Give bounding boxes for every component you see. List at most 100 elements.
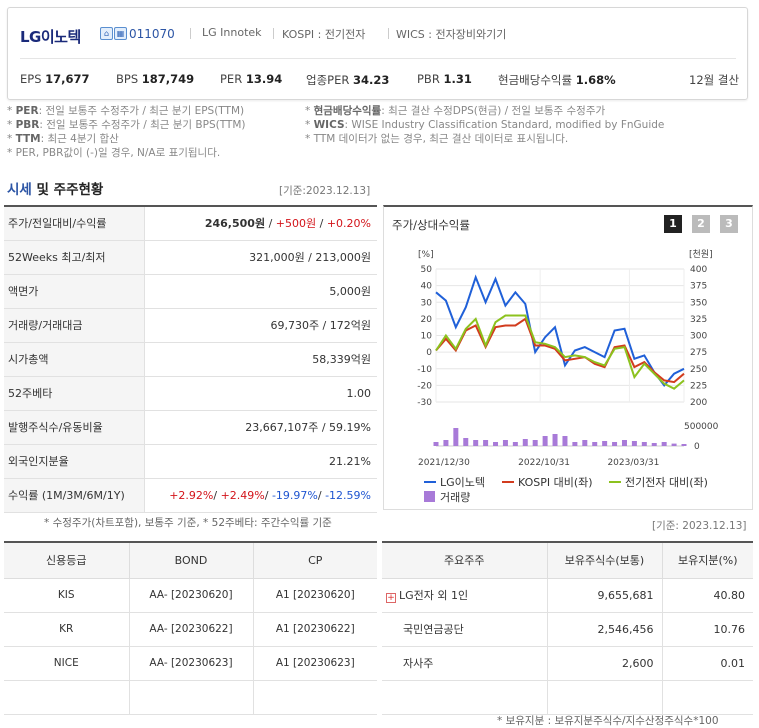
volume-bar [562,436,568,446]
stock-chart: 50 40 30 20 10 0 -10 -20 -30 400 375 350 325 300 275 2… [417,249,718,504]
price-value: 246,500원 / +500원 / +0.20% [144,206,377,241]
right-tick-label: 225 [690,381,707,391]
volume-bar [522,439,528,446]
notes-left: * PER: 전일 보통주 수정주가 / 최근 분기 EPS(TTM) * PB… [7,104,246,160]
stat-dividend-yield: 현금배당수익률 1.68% [498,73,616,87]
divider [190,28,191,39]
expand-icon[interactable]: + [386,593,396,603]
chart-title: 주가/상대수익률 [392,218,470,232]
table-row: 52주베타 1.00 [4,376,377,411]
legend-kospi: KOSPI 대비(좌) [518,476,593,489]
chart-panel: 주가/상대수익률 1 2 3 50 40 30 20 10 0 -10 -20 -30 400 3… [383,205,753,510]
volume-bar [602,441,608,446]
volume-bar [463,438,469,446]
row-label: 주가/전일대비/수익률 [4,206,145,241]
volume-bar [582,440,588,446]
legend-sector: 전기전자 대비(좌) [625,476,708,489]
row-label: 52주베타 [4,376,145,411]
table-row: 거래량/거래대금 69,730주 / 172억원 [4,308,377,343]
volume-bar [651,443,657,446]
left-tick-label: -10 [417,365,432,375]
table-row: 52Weeks 최고/최저 321,000원 / 213,000원 [4,240,377,275]
row-label: 52Weeks 최고/최저 [4,240,145,275]
section-date: [기준:2023.12.13] [279,185,371,197]
row-label: 거래량/거래대금 [4,308,145,343]
home-icon[interactable]: ⌂ [100,27,113,40]
holders-footnote: * 보유지분 : 보유지분주식수/지수산정주식수*100 [497,715,719,727]
cell [547,680,663,715]
cell: 10.76 [662,612,753,647]
volume-bar [532,440,538,446]
volume-bar [621,440,627,446]
right-tick-label: 300 [690,332,707,342]
chart-page-2-button[interactable]: 2 [692,215,710,233]
divider [388,28,389,39]
company-header: LG이노텍 ⌂ ▦ 011070 LG Innotek KOSPI : 전기전자… [7,7,748,100]
volume-bar [592,442,598,446]
table-row: + LG전자 외 1인 9,655,681 40.80 [382,578,753,613]
stat-sector-per: 업종PER 34.23 [306,73,390,87]
row-label: 외국인지분율 [4,444,145,479]
volume-bar [493,442,499,446]
left-unit: [%] [418,250,434,260]
note-line: * PBR: 전일 보통주 수정주가 / 최근 분기 BPS(TTM) [7,119,246,131]
holders-date: [기준: 2023.12.13] [652,520,747,532]
divider [20,58,736,59]
table-row [4,680,377,715]
table-footnote: * 수정주가(차트포함), 보통주 기준, * 52주베타: 주간수익률 기준 [44,517,332,529]
table-header-row: 주요주주 보유주식수(보통) 보유지분(%) [382,542,753,579]
table-row: 수익률 (1M/3M/6M/1Y) +2.92%/ +2.49%/ -19.97… [4,478,377,513]
x-tick-label: 2023/03/31 [607,458,659,468]
eng-name: LG Innotek [202,26,262,39]
series-line-0 [435,274,685,388]
shareholders-table: 주요주주 보유주식수(보통) 보유지분(%) + LG전자 외 1인 9,655,… [382,541,753,715]
right-tick-label: 275 [690,348,707,358]
cell: NICE [4,646,130,681]
legend-stock: LG이노텍 [440,476,485,489]
right-tick-label: 325 [690,315,707,325]
cell: A1 [20230622] [253,612,377,647]
row-value: 1.00 [144,376,377,411]
left-tick-label: 10 [421,332,433,342]
x-axis: 2021/12/30 2022/10/31 2023/03/31 [418,458,659,468]
volume-bar [502,440,508,446]
column-header: 신용등급 [4,542,130,579]
note-line: * PER: 전일 보통주 수정주가 / 최근 분기 EPS(TTM) [7,105,245,117]
cell: 2,546,456 [547,612,663,647]
cell: 0.01 [662,646,753,681]
stat-per: PER 13.94 [220,72,283,86]
building-icon[interactable]: ▦ [114,27,127,40]
chart-page-3-button[interactable]: 3 [720,215,738,233]
credit-rating-table: 신용등급 BOND CP KIS AA- [20230620] A1 [202306… [4,541,377,715]
row-value: 21.21% [144,444,377,479]
note-line: * PER, PBR값이 (-)일 경우, N/A로 표기됩니다. [7,147,221,159]
row-value: 69,730주 / 172억원 [144,308,377,343]
cell: AA- [20230622] [129,612,254,647]
note-line: * TTM: 최근 4분기 합산 [7,133,119,145]
row-label: 시가총액 [4,342,145,377]
cell [662,680,753,715]
holder-name[interactable]: + LG전자 외 1인 [382,578,548,613]
volume-bar [661,442,667,446]
table-row: 자사주 2,600 0.01 [382,646,753,681]
chart-page-1-button[interactable]: 1 [664,215,682,233]
fiscal-month: 12월 결산 [689,73,740,87]
cell [129,680,254,715]
cell: KIS [4,578,130,613]
cell [4,680,130,715]
volume-bar [631,441,637,446]
cell: 40.80 [662,578,753,613]
volume-bar [453,428,459,446]
market-summary-table: 주가/전일대비/수익률 246,500원 / +500원 / +0.20% 52… [4,205,377,513]
left-tick-label: 40 [421,282,433,292]
divider [273,28,274,39]
left-tick-label: 50 [421,265,433,275]
cell: 2,600 [547,646,663,681]
volume-zero: 0 [694,442,700,452]
note-line: * TTM 데이터가 없는 경우, 최근 결산 데이터로 표시됩니다. [305,133,569,145]
right-tick-label: 200 [690,398,707,408]
volume-bar [552,434,558,446]
volume-bar [671,443,677,446]
volume-bar [443,440,449,446]
table-header-row: 신용등급 BOND CP [4,542,377,579]
